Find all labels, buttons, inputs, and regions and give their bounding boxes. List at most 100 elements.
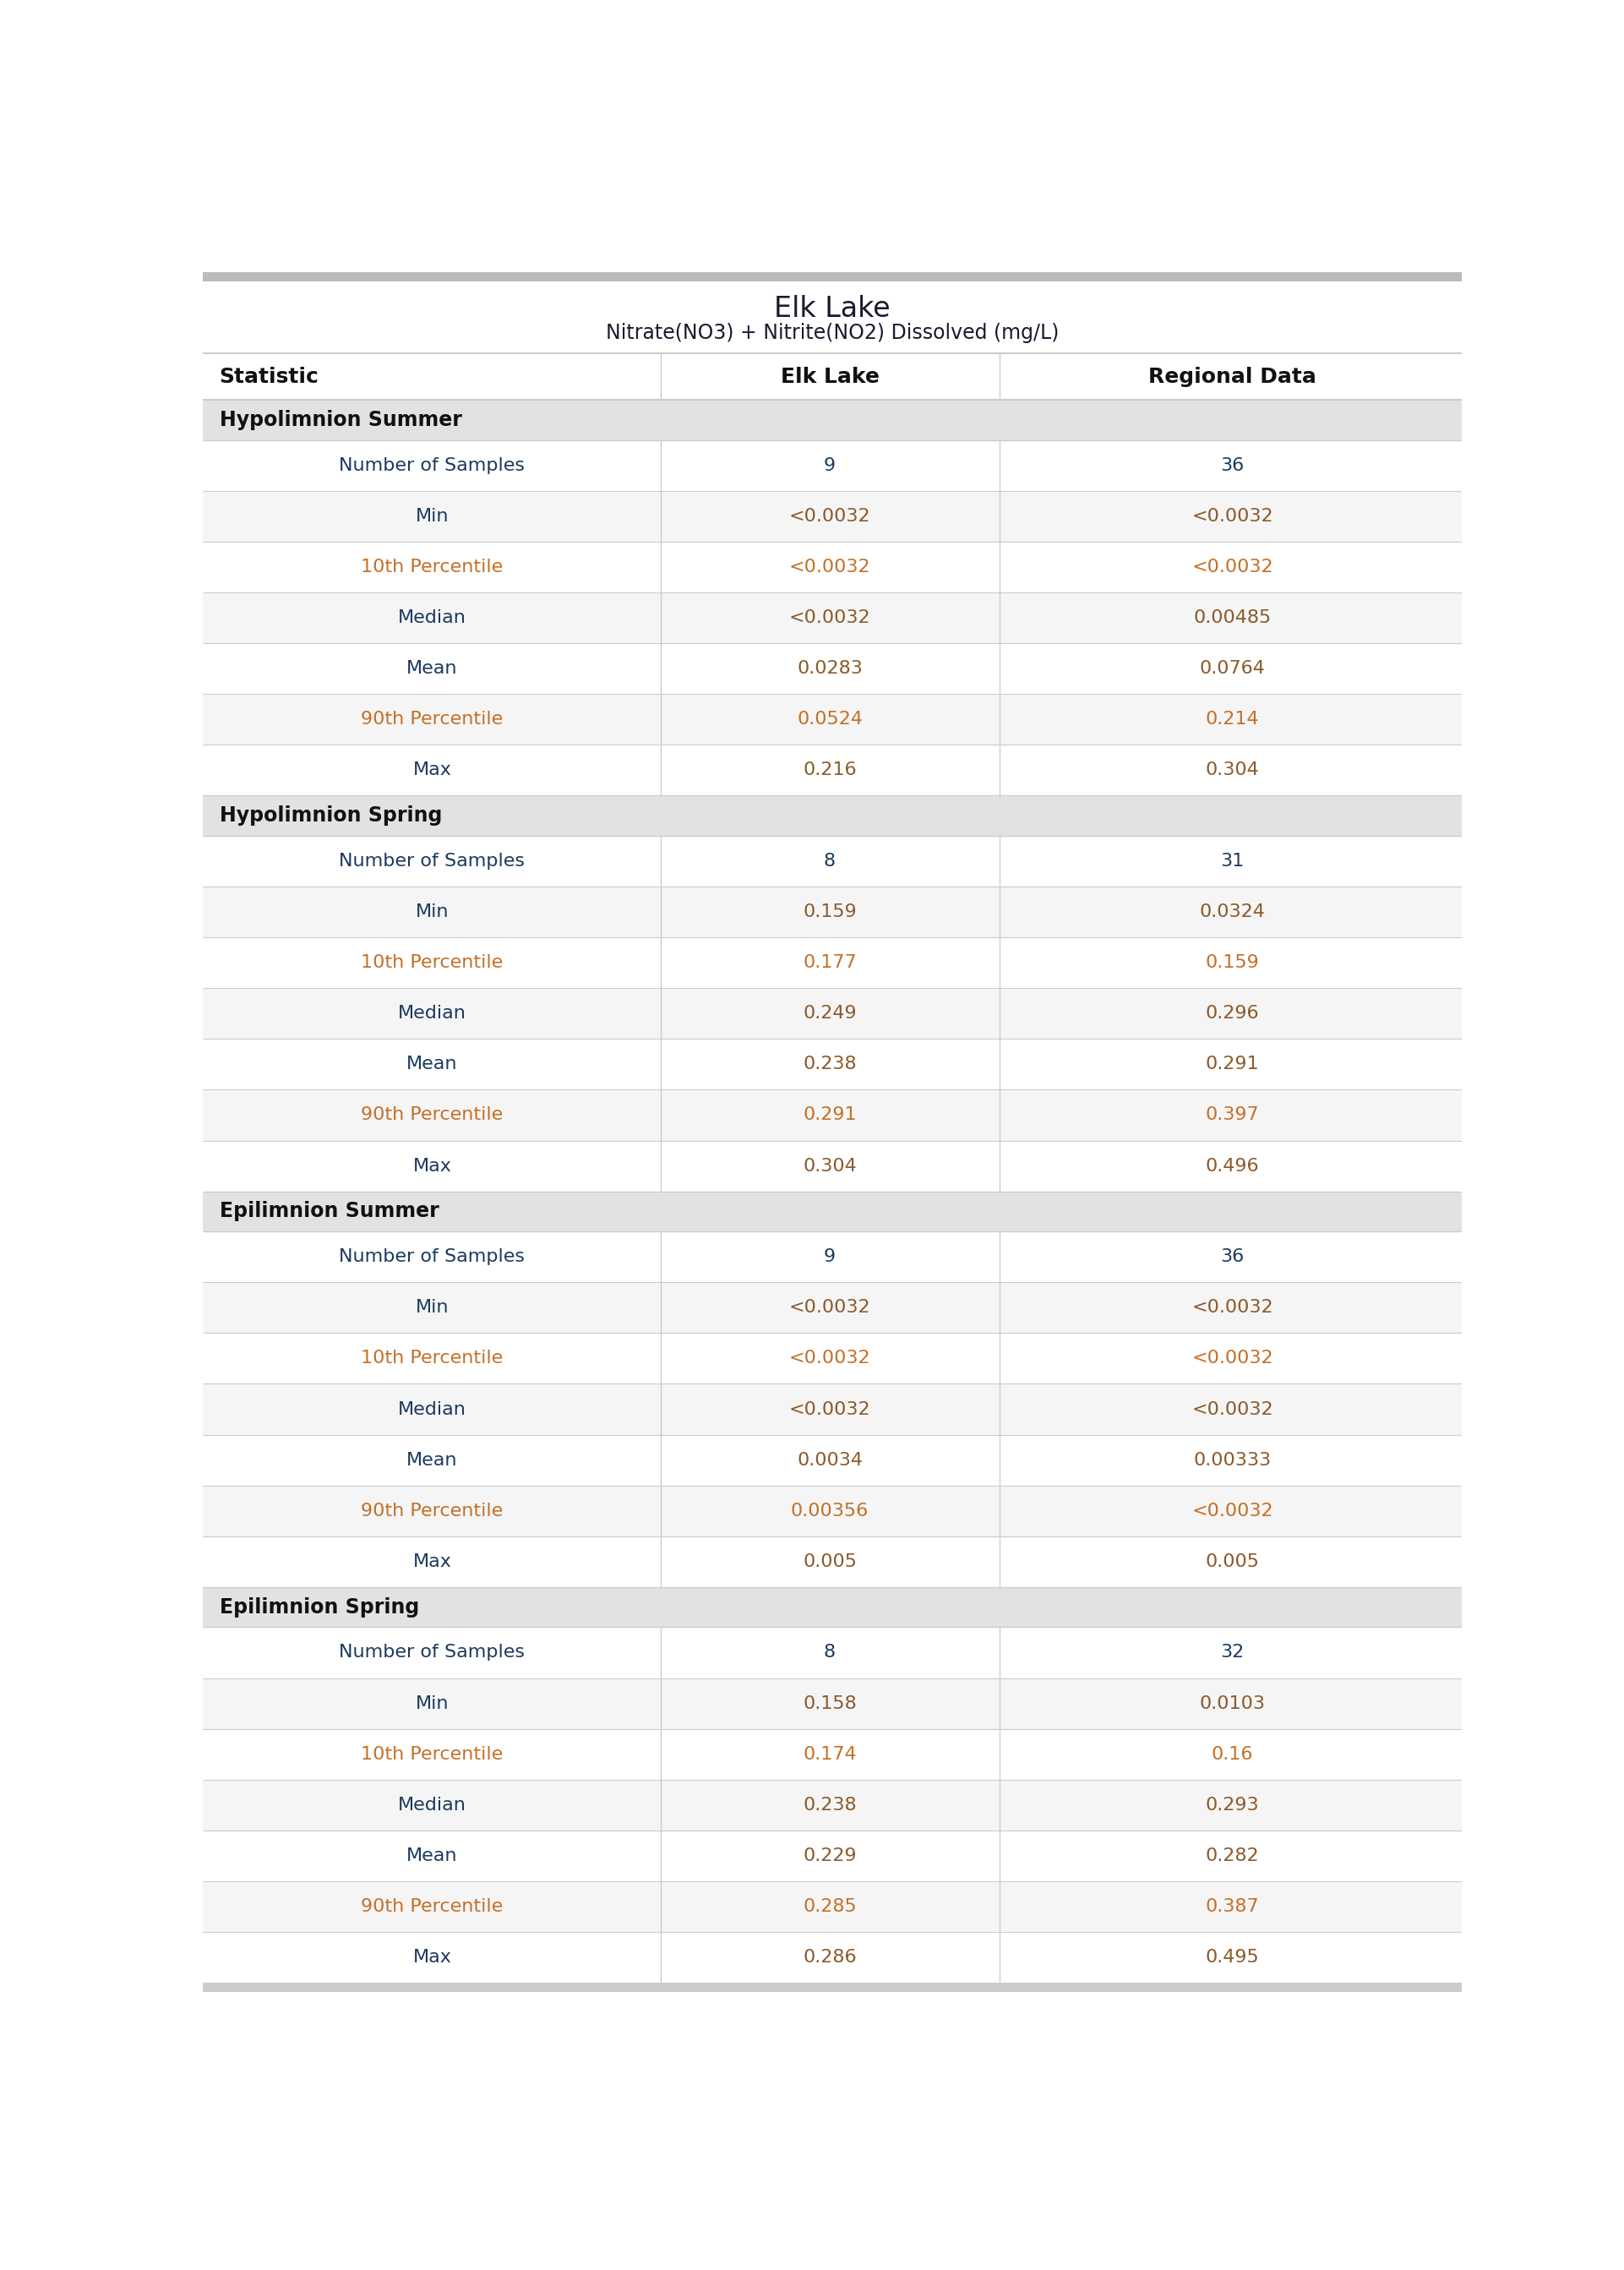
Text: Epilimnion Spring: Epilimnion Spring: [219, 1596, 419, 1616]
Bar: [203, 1982, 1462, 1991]
Text: Elk Lake: Elk Lake: [781, 365, 879, 386]
Text: Max: Max: [412, 1553, 451, 1571]
Text: 0.296: 0.296: [1205, 1006, 1260, 1021]
Text: 0.00485: 0.00485: [1194, 608, 1272, 627]
Bar: [203, 1040, 1462, 1090]
Bar: [203, 695, 1462, 745]
Text: <0.0032: <0.0032: [1192, 1401, 1273, 1419]
Text: 0.249: 0.249: [802, 1006, 857, 1021]
Text: 0.159: 0.159: [802, 903, 857, 922]
Text: <0.0032: <0.0032: [789, 508, 870, 524]
Text: 31: 31: [1221, 854, 1244, 869]
Text: Median: Median: [398, 1796, 466, 1814]
Text: 0.158: 0.158: [802, 1696, 857, 1712]
Bar: [203, 1730, 1462, 1780]
Text: 36: 36: [1221, 1249, 1244, 1264]
Bar: [203, 1140, 1462, 1192]
Text: Number of Samples: Number of Samples: [339, 1249, 525, 1264]
Text: Number of Samples: Number of Samples: [339, 456, 525, 474]
Text: 90th Percentile: 90th Percentile: [361, 1503, 503, 1519]
Bar: [203, 745, 1462, 794]
Text: 0.216: 0.216: [802, 763, 857, 779]
Text: Epilimnion Summer: Epilimnion Summer: [219, 1201, 438, 1221]
Bar: [203, 1678, 1462, 1730]
Bar: [203, 1537, 1462, 1587]
Text: <0.0032: <0.0032: [1192, 1298, 1273, 1317]
Text: 0.229: 0.229: [802, 1848, 857, 1864]
Bar: [203, 1090, 1462, 1140]
Text: Mean: Mean: [406, 1451, 458, 1469]
Text: Min: Min: [416, 1298, 448, 1317]
Text: 0.282: 0.282: [1205, 1848, 1260, 1864]
Text: Hypolimnion Spring: Hypolimnion Spring: [219, 806, 442, 826]
Text: Min: Min: [416, 903, 448, 922]
Bar: [203, 1332, 1462, 1385]
Text: 36: 36: [1221, 456, 1244, 474]
Text: Statistic: Statistic: [219, 365, 318, 386]
Text: 0.293: 0.293: [1205, 1796, 1260, 1814]
Bar: [203, 440, 1462, 490]
Text: Max: Max: [412, 763, 451, 779]
Bar: [203, 1485, 1462, 1537]
Bar: [203, 400, 1462, 440]
Text: 8: 8: [823, 854, 836, 869]
Text: 0.0524: 0.0524: [797, 711, 862, 729]
Text: 0.177: 0.177: [802, 953, 857, 972]
Text: 0.0324: 0.0324: [1200, 903, 1265, 922]
Bar: [203, 1830, 1462, 1882]
Text: 0.238: 0.238: [802, 1056, 857, 1074]
Bar: [203, 1587, 1462, 1628]
Text: Mean: Mean: [406, 661, 458, 676]
Text: 0.214: 0.214: [1205, 711, 1260, 729]
Text: 0.159: 0.159: [1205, 953, 1260, 972]
Text: <0.0032: <0.0032: [1192, 1351, 1273, 1367]
Text: Number of Samples: Number of Samples: [339, 854, 525, 869]
Bar: [203, 1628, 1462, 1678]
Text: 10th Percentile: 10th Percentile: [361, 1351, 503, 1367]
Bar: [203, 490, 1462, 543]
Text: Median: Median: [398, 608, 466, 627]
Text: 0.387: 0.387: [1205, 1898, 1260, 1916]
Text: 8: 8: [823, 1643, 836, 1662]
Text: 0.005: 0.005: [1205, 1553, 1260, 1571]
Text: 0.304: 0.304: [1205, 763, 1260, 779]
Text: Min: Min: [416, 1696, 448, 1712]
Text: 0.0764: 0.0764: [1200, 661, 1265, 676]
Text: <0.0032: <0.0032: [1192, 508, 1273, 524]
Text: 10th Percentile: 10th Percentile: [361, 558, 503, 577]
Text: <0.0032: <0.0032: [1192, 558, 1273, 577]
Bar: [203, 1283, 1462, 1332]
Text: Min: Min: [416, 508, 448, 524]
Text: 0.00333: 0.00333: [1194, 1451, 1272, 1469]
Bar: [203, 794, 1462, 835]
Bar: [203, 1882, 1462, 1932]
Text: <0.0032: <0.0032: [789, 1351, 870, 1367]
Text: Median: Median: [398, 1006, 466, 1021]
Text: 0.285: 0.285: [802, 1898, 857, 1916]
Text: Mean: Mean: [406, 1056, 458, 1074]
Text: <0.0032: <0.0032: [789, 1401, 870, 1419]
Bar: [203, 987, 1462, 1040]
Bar: [203, 938, 1462, 987]
Text: 0.0283: 0.0283: [797, 661, 862, 676]
Text: 0.0103: 0.0103: [1200, 1696, 1265, 1712]
Text: 0.286: 0.286: [802, 1948, 857, 1966]
Text: Nitrate(NO3) + Nitrite(NO2) Dissolved (mg/L): Nitrate(NO3) + Nitrite(NO2) Dissolved (m…: [606, 322, 1059, 343]
Text: 0.005: 0.005: [802, 1553, 857, 1571]
Text: Mean: Mean: [406, 1848, 458, 1864]
Text: 0.291: 0.291: [802, 1108, 857, 1124]
Text: 0.397: 0.397: [1205, 1108, 1260, 1124]
Text: 9: 9: [823, 456, 836, 474]
Text: Max: Max: [412, 1158, 451, 1174]
Text: 10th Percentile: 10th Percentile: [361, 1746, 503, 1762]
Text: Max: Max: [412, 1948, 451, 1966]
Text: <0.0032: <0.0032: [789, 1298, 870, 1317]
Text: Number of Samples: Number of Samples: [339, 1643, 525, 1662]
Text: 10th Percentile: 10th Percentile: [361, 953, 503, 972]
Text: 0.16: 0.16: [1212, 1746, 1254, 1762]
Text: <0.0032: <0.0032: [789, 608, 870, 627]
Text: 0.0034: 0.0034: [797, 1451, 862, 1469]
Bar: [203, 1233, 1462, 1283]
Text: 0.304: 0.304: [802, 1158, 857, 1174]
Text: 32: 32: [1221, 1643, 1244, 1662]
